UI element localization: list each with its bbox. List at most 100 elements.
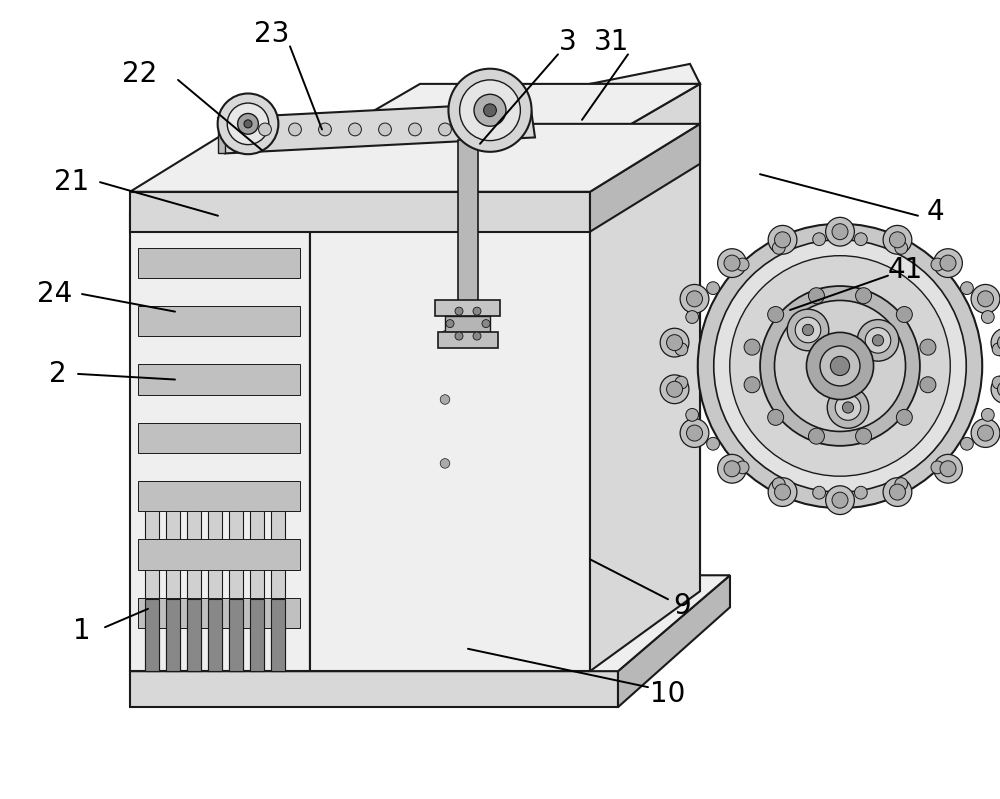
Circle shape (680, 284, 709, 313)
Circle shape (768, 478, 797, 507)
Circle shape (883, 478, 912, 507)
Circle shape (981, 408, 994, 421)
Polygon shape (271, 486, 285, 499)
Circle shape (675, 343, 688, 356)
Circle shape (813, 233, 826, 245)
Circle shape (806, 332, 874, 400)
Polygon shape (130, 212, 310, 671)
Polygon shape (271, 495, 285, 671)
Circle shape (895, 478, 908, 491)
Circle shape (440, 331, 450, 340)
Circle shape (896, 409, 912, 425)
Circle shape (768, 225, 797, 254)
Circle shape (997, 381, 1000, 397)
Circle shape (813, 487, 826, 499)
Circle shape (934, 248, 962, 277)
Polygon shape (250, 486, 264, 499)
Polygon shape (166, 486, 180, 499)
Circle shape (707, 282, 719, 295)
Polygon shape (590, 124, 700, 232)
Circle shape (997, 335, 1000, 351)
Circle shape (259, 123, 271, 136)
Polygon shape (590, 84, 700, 671)
Circle shape (667, 335, 683, 351)
Circle shape (768, 307, 784, 323)
Polygon shape (138, 423, 300, 453)
Text: 23: 23 (254, 19, 290, 48)
Circle shape (961, 282, 973, 295)
Circle shape (409, 123, 421, 136)
Circle shape (379, 123, 391, 136)
Circle shape (826, 217, 854, 246)
Circle shape (319, 123, 331, 136)
Circle shape (971, 419, 1000, 447)
Polygon shape (208, 495, 222, 671)
Polygon shape (187, 495, 201, 671)
Polygon shape (130, 575, 730, 671)
Text: 22: 22 (122, 59, 158, 88)
Polygon shape (138, 364, 300, 395)
Circle shape (439, 123, 451, 136)
Circle shape (455, 307, 463, 315)
Text: 21: 21 (54, 168, 90, 197)
Polygon shape (208, 486, 222, 499)
Circle shape (744, 339, 760, 355)
Circle shape (218, 93, 278, 154)
Circle shape (686, 408, 699, 421)
Circle shape (857, 320, 899, 361)
Circle shape (349, 123, 361, 136)
Circle shape (772, 478, 785, 491)
Circle shape (446, 320, 454, 328)
Text: 1: 1 (73, 617, 91, 646)
Circle shape (774, 300, 906, 431)
Polygon shape (229, 486, 243, 499)
Text: 4: 4 (926, 197, 944, 226)
Circle shape (883, 225, 912, 254)
Text: 2: 2 (49, 360, 67, 388)
Circle shape (795, 317, 821, 343)
Polygon shape (229, 599, 243, 671)
Circle shape (698, 224, 982, 508)
Polygon shape (310, 148, 590, 671)
Circle shape (854, 233, 867, 245)
Circle shape (934, 455, 962, 483)
Circle shape (460, 80, 520, 141)
Circle shape (889, 232, 905, 248)
Circle shape (760, 286, 920, 446)
Circle shape (482, 320, 490, 328)
Circle shape (931, 461, 944, 474)
Circle shape (991, 375, 1000, 403)
Circle shape (856, 428, 872, 444)
Circle shape (832, 492, 848, 508)
Circle shape (687, 291, 702, 307)
Circle shape (473, 307, 481, 315)
Polygon shape (138, 306, 300, 336)
Polygon shape (250, 495, 264, 671)
Circle shape (772, 241, 785, 254)
Circle shape (680, 419, 709, 447)
Circle shape (827, 387, 869, 428)
Circle shape (675, 376, 688, 389)
Circle shape (718, 248, 746, 277)
Circle shape (961, 437, 973, 450)
Circle shape (854, 487, 867, 499)
Polygon shape (271, 599, 285, 671)
Text: 9: 9 (673, 591, 691, 620)
Circle shape (667, 381, 683, 397)
Polygon shape (458, 140, 478, 304)
Polygon shape (145, 486, 159, 499)
Circle shape (978, 291, 993, 307)
Text: 10: 10 (650, 679, 686, 708)
Circle shape (724, 255, 740, 271)
Polygon shape (130, 192, 590, 232)
Circle shape (865, 328, 891, 353)
Polygon shape (187, 599, 201, 671)
Circle shape (896, 307, 912, 323)
Polygon shape (250, 599, 264, 671)
Polygon shape (218, 102, 535, 153)
Circle shape (775, 232, 791, 248)
Polygon shape (310, 148, 370, 671)
Circle shape (707, 437, 719, 450)
Circle shape (660, 375, 689, 403)
Circle shape (940, 255, 956, 271)
